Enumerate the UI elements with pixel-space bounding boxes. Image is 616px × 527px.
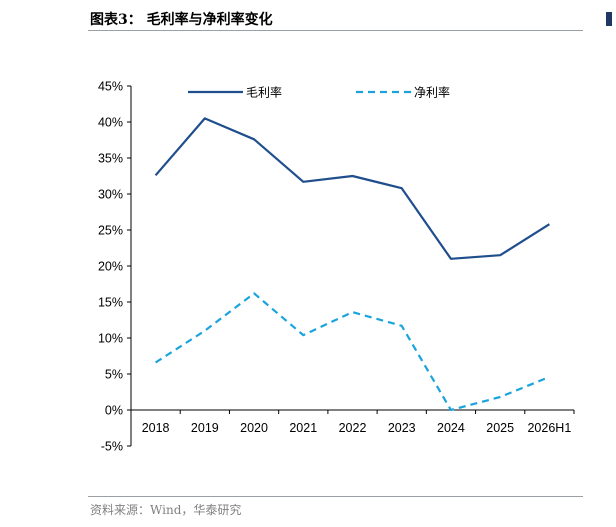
x-tick-label: 2021 xyxy=(289,421,317,435)
series-layer xyxy=(154,117,550,412)
y-tick-label: 30% xyxy=(98,188,123,202)
y-axis: -5% 0% 5% 10% 15% 20% 25% 30% 35% 40% 45% xyxy=(98,80,132,454)
y-tick-label: 10% xyxy=(98,332,123,346)
y-tick-label: 0% xyxy=(105,404,123,418)
y-tick-label: 45% xyxy=(98,80,123,94)
edge-marker xyxy=(606,12,612,26)
series-line-gross-margin xyxy=(154,117,550,260)
source-note: 资料来源：Wind，华泰研究 xyxy=(90,503,242,517)
x-tick-label: 2026H1 xyxy=(527,421,571,435)
y-tick-label: 15% xyxy=(98,296,123,310)
x-tick-label: 2024 xyxy=(437,421,465,435)
y-tick-label: 25% xyxy=(98,224,123,238)
y-tick-label: 35% xyxy=(98,152,123,166)
x-tick-label: 2023 xyxy=(388,421,416,435)
y-tick-label: -5% xyxy=(101,440,123,454)
legend-label: 净利率 xyxy=(414,85,450,100)
chart-title: 图表3： 毛利率与净利率变化 xyxy=(90,12,273,28)
x-tick-label: 2019 xyxy=(191,421,219,435)
y-tick-label: 5% xyxy=(105,368,123,382)
title-divider xyxy=(88,30,583,31)
y-tick-label: 20% xyxy=(98,260,123,274)
series-line-net-margin xyxy=(155,292,550,412)
x-axis: 2018 2019 2020 2021 2022 2023 2024 2025 2026H1 xyxy=(130,409,575,435)
x-tick-label: 2020 xyxy=(240,421,268,435)
footer-divider xyxy=(88,496,583,497)
legend: 毛利率 净利率 xyxy=(188,85,450,100)
x-tick-label: 2018 xyxy=(142,421,170,435)
y-tick-label: 40% xyxy=(98,116,123,130)
x-tick-label: 2022 xyxy=(339,421,367,435)
x-tick-label: 2025 xyxy=(486,421,514,435)
legend-label: 毛利率 xyxy=(246,85,282,100)
